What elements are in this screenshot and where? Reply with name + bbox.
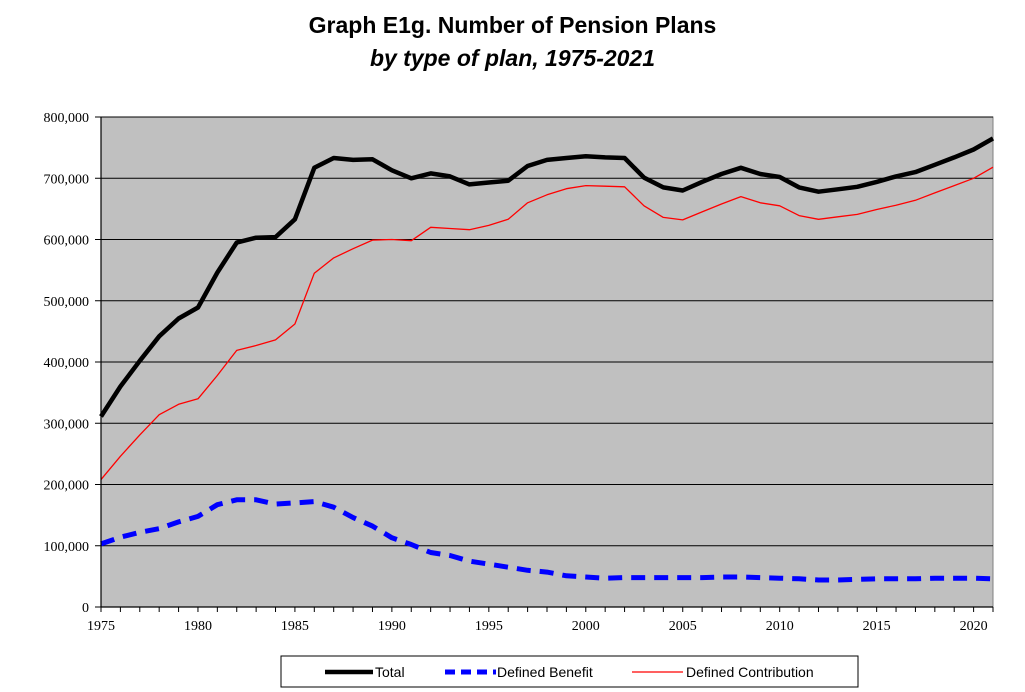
x-tick-label: 2020 [960,619,988,634]
legend-label-defined-benefit: Defined Benefit [497,664,593,680]
legend-box [280,655,859,688]
series-line-defined-benefit [100,497,994,583]
y-tick-label: 600,000 [44,234,90,249]
x-tick-label: 2015 [863,619,891,634]
legend-label-defined-contribution: Defined Contribution [686,664,814,680]
x-tick-label: 2005 [669,619,697,634]
series-line-total [99,136,995,418]
x-tick-label: 2000 [572,619,600,634]
series-layer [99,136,995,583]
y-tick-label: 500,000 [44,295,90,310]
x-tick-label: 1995 [475,619,503,634]
x-tick-label: 1975 [87,619,115,634]
y-tick-label: 0 [82,601,89,616]
x-tick-label: 1980 [184,619,212,634]
y-tick-label: 400,000 [44,356,90,371]
series-line-defined-contribution [100,166,994,481]
x-tick-label: 1985 [281,619,309,634]
y-tick-label: 100,000 [44,540,90,555]
x-tick-label: 1990 [378,619,406,634]
legend: Total Defined Benefit Defined Contribution [280,655,859,688]
legend-label-total: Total [375,664,405,680]
x-tick-label: 2010 [766,619,794,634]
axes: 0 100,000 200,000 300,000 400,000 500,000 600,… [44,111,994,634]
y-tick-label: 800,000 [44,111,90,126]
gridlines [101,116,993,547]
chart-title: Graph E1g. Number of Pension Plans [308,12,717,38]
chart-subtitle: by type of plan, 1975-2021 [369,45,656,71]
y-tick-label: 300,000 [44,417,90,432]
y-tick-label: 700,000 [44,172,90,187]
y-tick-label: 200,000 [44,479,90,494]
